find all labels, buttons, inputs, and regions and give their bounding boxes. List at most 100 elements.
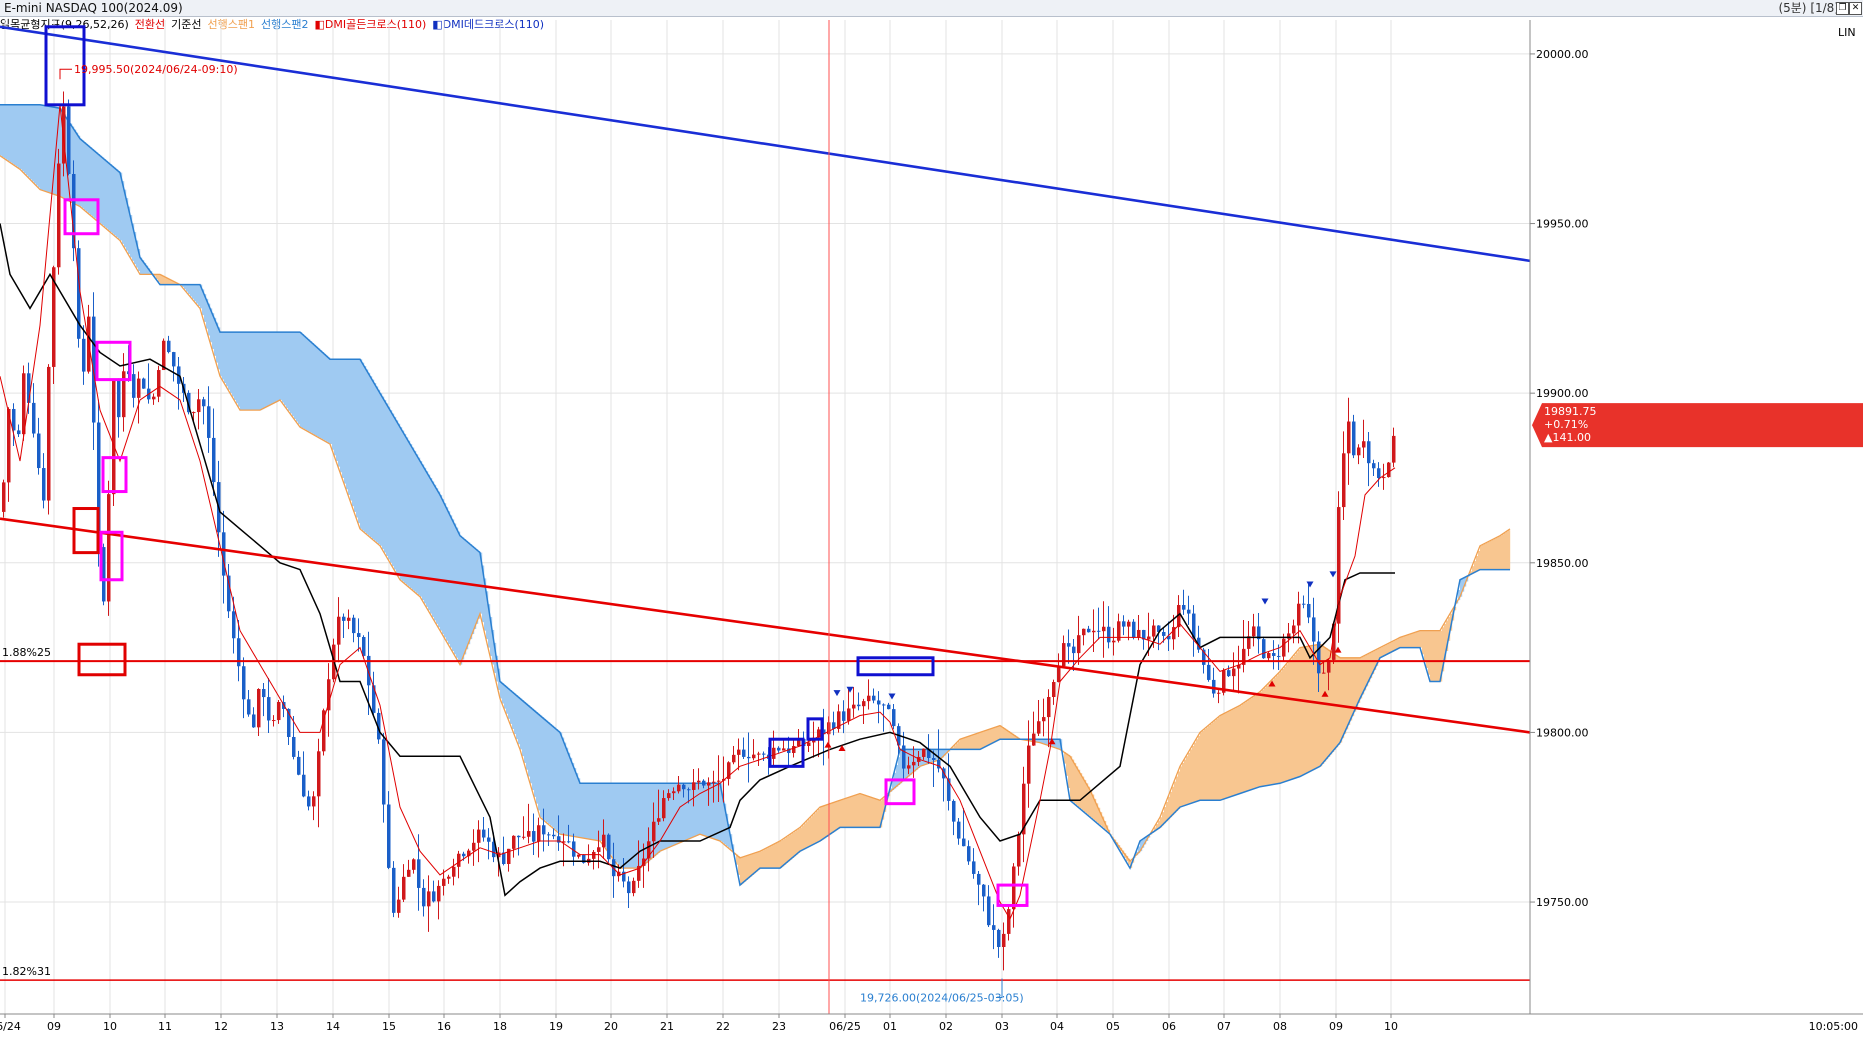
cloud-slice	[1448, 617, 1451, 641]
cloud-slice	[96, 152, 99, 221]
cloud-slice	[390, 410, 393, 563]
candle-body	[902, 745, 906, 769]
cloud-slice	[436, 488, 439, 624]
cloud-slice	[576, 773, 579, 837]
cloud-slice	[522, 700, 525, 757]
cloud-slice	[326, 355, 329, 442]
cloud-slice	[1088, 786, 1091, 816]
cloud-slice	[924, 749, 927, 765]
candle-body	[822, 729, 826, 735]
candle-body	[907, 765, 911, 769]
cloud-slice	[1420, 630, 1423, 648]
cloud-slice	[1412, 633, 1415, 648]
cloud-slice	[1078, 769, 1081, 808]
restore-icon[interactable]: ❐	[1836, 2, 1849, 15]
cloud-slice	[1332, 652, 1335, 753]
cloud-slice	[566, 747, 569, 836]
cloud-slice	[800, 827, 803, 852]
cloud-slice	[582, 783, 585, 838]
cloud-slice	[1364, 655, 1367, 691]
cloud-slice	[186, 284, 189, 292]
candle-body	[1312, 617, 1316, 642]
cloud-slice	[472, 545, 475, 635]
cloud-slice	[1398, 638, 1401, 649]
cloud-slice	[446, 507, 449, 641]
cloud-slice	[364, 366, 367, 533]
cloud-slice	[344, 359, 347, 484]
candle-body	[337, 616, 341, 645]
cloud-slice	[1164, 807, 1167, 824]
cloud-slice	[638, 783, 641, 869]
candle-body	[832, 722, 836, 729]
cloud-slice	[128, 206, 131, 255]
cloud-slice	[86, 143, 89, 212]
cloud-slice	[256, 332, 259, 411]
interval-label[interactable]: (5분)	[1778, 1, 1807, 15]
cloud-slice	[1104, 820, 1107, 830]
cloud-slice	[956, 743, 959, 750]
cloud-slice	[784, 838, 787, 865]
cloud-slice	[270, 332, 273, 406]
cloud-slice	[1236, 707, 1239, 795]
cloud-slice	[348, 359, 351, 495]
candle-body	[52, 267, 56, 367]
cloud-slice	[1496, 537, 1499, 570]
cloud-slice	[1336, 655, 1339, 748]
cloud-slice	[1048, 739, 1051, 746]
cloud-slice	[1076, 766, 1079, 806]
cloud-slice	[54, 107, 57, 195]
cloud-slice	[206, 298, 209, 329]
time-axis-label: 19	[549, 1020, 563, 1033]
cloud-slice	[1378, 648, 1381, 662]
candle-body	[492, 841, 496, 858]
cloud-slice	[142, 260, 145, 275]
cloud-slice	[74, 129, 77, 204]
cloud-slice	[712, 783, 715, 839]
candle-body	[1037, 721, 1041, 734]
highlight-box	[856, 656, 935, 677]
cloud-slice	[404, 433, 407, 584]
candle-body	[457, 853, 461, 867]
current-price-value: 19891.75	[1544, 405, 1597, 418]
cloud-slice	[692, 783, 695, 838]
candle-body	[1227, 670, 1231, 677]
cloud-slice	[1240, 705, 1243, 794]
cloud-slice	[1204, 729, 1207, 801]
cloud-slice	[514, 693, 517, 735]
cloud-slice	[190, 284, 193, 297]
cloud-slice	[704, 783, 707, 836]
corner-label: LIN	[1838, 26, 1856, 39]
time-axis-label: 16	[437, 1020, 451, 1033]
cloud-slice	[396, 420, 399, 573]
cloud-slice	[774, 844, 777, 869]
candle-body	[742, 749, 746, 757]
price-axis-label: 19950.00	[1536, 218, 1589, 231]
cloud-slice	[104, 159, 107, 227]
cloud-slice	[1316, 644, 1319, 769]
cloud-slice	[826, 805, 829, 837]
cloud-slice	[1446, 620, 1449, 652]
cloud-slice	[960, 739, 963, 750]
cloud-slice	[1216, 718, 1219, 801]
candle-body	[1352, 421, 1356, 456]
cloud-slice	[554, 727, 557, 830]
candle-body	[1382, 477, 1386, 479]
candle-body	[1072, 646, 1076, 654]
time-axis-label: 20	[604, 1020, 618, 1033]
candle-body	[1112, 640, 1116, 643]
cloud-slice	[1080, 773, 1083, 809]
cloud-slice	[1256, 694, 1259, 789]
highlight-box	[99, 530, 124, 582]
cloud-slice	[266, 332, 269, 408]
cloud-slice	[146, 265, 149, 275]
close-icon[interactable]: ✕	[1849, 2, 1862, 15]
dmi-dead-cross-arrow	[833, 690, 841, 697]
cloud-slice	[442, 499, 445, 635]
candle-body	[892, 709, 896, 727]
cloud-slice	[560, 732, 563, 835]
candle-body	[957, 821, 961, 839]
indicator-legend: 일목균형지표(9,26,52,26) 전환선 기준선 선행스팬1 선행스팬2 ◧DMI골든…	[0, 17, 550, 33]
cloud-slice	[224, 332, 227, 383]
candle-body	[1332, 623, 1336, 660]
